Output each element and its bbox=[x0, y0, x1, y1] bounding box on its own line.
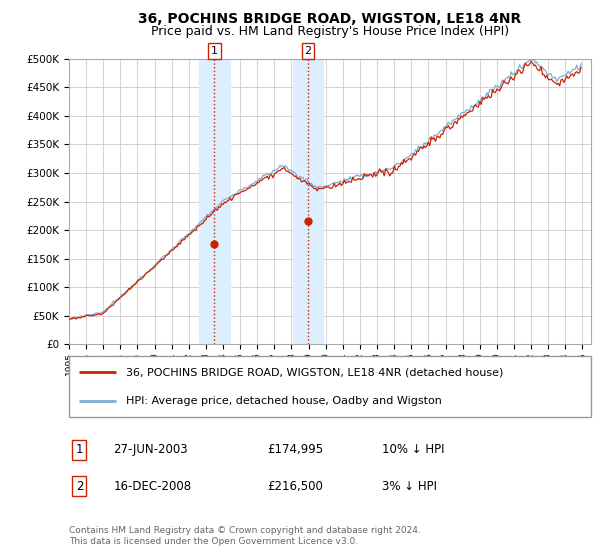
Text: Contains HM Land Registry data © Crown copyright and database right 2024.
This d: Contains HM Land Registry data © Crown c… bbox=[69, 526, 421, 546]
Text: Price paid vs. HM Land Registry's House Price Index (HPI): Price paid vs. HM Land Registry's House … bbox=[151, 25, 509, 38]
FancyBboxPatch shape bbox=[69, 356, 591, 417]
Text: 2: 2 bbox=[76, 479, 83, 493]
Text: 2: 2 bbox=[304, 46, 311, 56]
Text: £174,995: £174,995 bbox=[268, 444, 323, 456]
Text: 36, POCHINS BRIDGE ROAD, WIGSTON, LE18 4NR: 36, POCHINS BRIDGE ROAD, WIGSTON, LE18 4… bbox=[139, 12, 521, 26]
Text: 10% ↓ HPI: 10% ↓ HPI bbox=[382, 444, 445, 456]
Text: 3% ↓ HPI: 3% ↓ HPI bbox=[382, 479, 437, 493]
Text: 1: 1 bbox=[211, 46, 218, 56]
Text: HPI: Average price, detached house, Oadby and Wigston: HPI: Average price, detached house, Oadb… bbox=[127, 395, 442, 405]
Bar bbox=[199, 59, 230, 344]
Text: £216,500: £216,500 bbox=[268, 479, 323, 493]
Bar bbox=[293, 59, 323, 344]
Text: 16-DEC-2008: 16-DEC-2008 bbox=[113, 479, 191, 493]
Text: 36, POCHINS BRIDGE ROAD, WIGSTON, LE18 4NR (detached house): 36, POCHINS BRIDGE ROAD, WIGSTON, LE18 4… bbox=[127, 367, 504, 377]
Text: 27-JUN-2003: 27-JUN-2003 bbox=[113, 444, 188, 456]
Text: 1: 1 bbox=[76, 444, 83, 456]
